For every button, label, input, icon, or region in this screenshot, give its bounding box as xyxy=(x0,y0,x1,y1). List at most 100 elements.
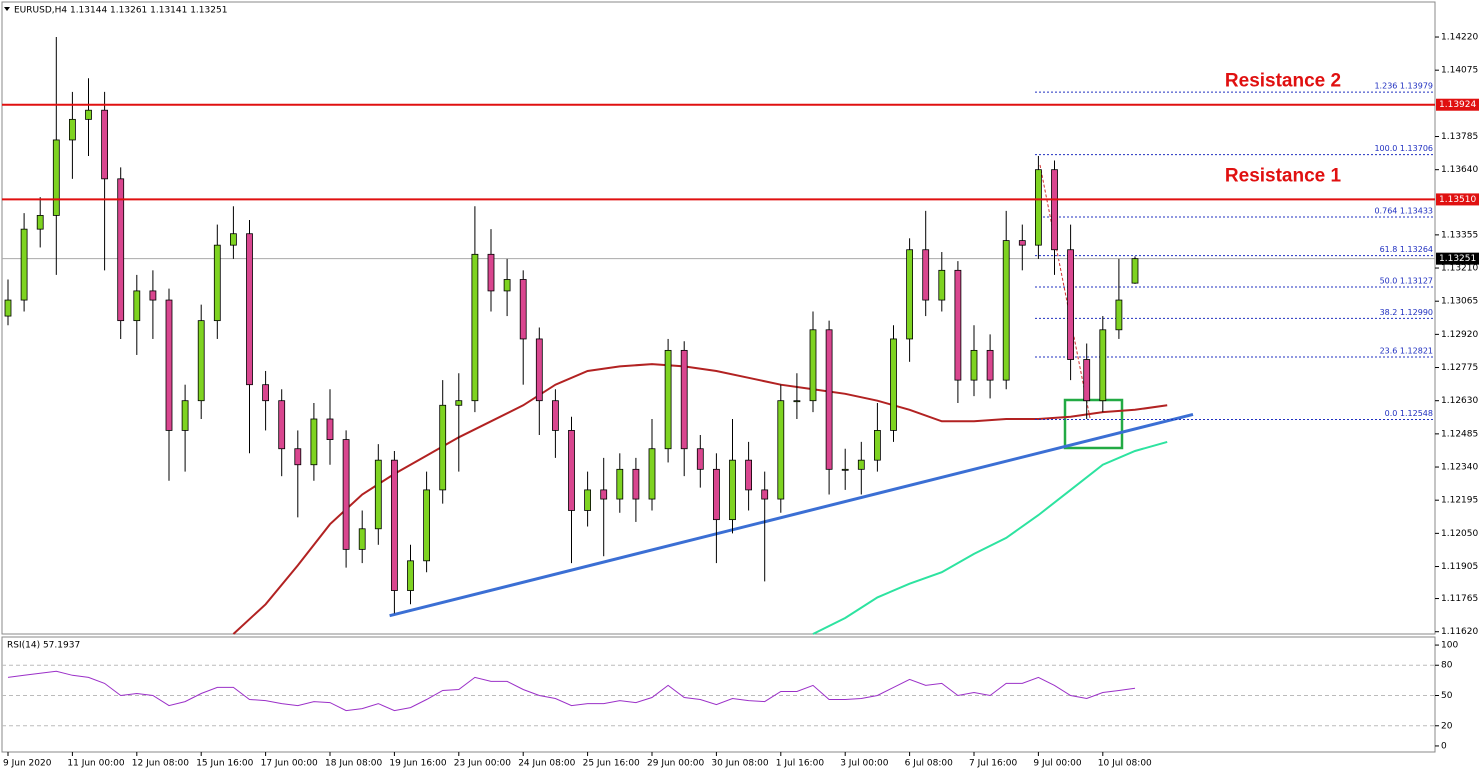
candle-body xyxy=(1099,329,1107,402)
candle-body xyxy=(1083,359,1091,402)
candle-body xyxy=(181,400,189,431)
line-series xyxy=(812,440,1168,635)
chart-title: EURUSD,H4 1.13144 1.13261 1.13141 1.1325… xyxy=(14,6,227,16)
candle-body xyxy=(922,249,930,301)
candle-body xyxy=(262,384,270,402)
candle-body xyxy=(52,139,60,216)
candle-body xyxy=(632,468,640,500)
candle-body xyxy=(294,448,302,466)
level-box xyxy=(1436,98,1479,111)
candle-body xyxy=(229,233,237,246)
y-tick-label: 1.12775 xyxy=(1441,363,1478,373)
x-tick-label: 17 Jun 00:00 xyxy=(261,759,318,769)
y-tick-label: 1.14075 xyxy=(1441,66,1478,76)
candle-body xyxy=(69,118,76,141)
candle-body xyxy=(600,489,608,500)
y-tick-label: 20 xyxy=(1441,721,1453,731)
level-label: 1.13924 xyxy=(1439,100,1476,110)
candle-body xyxy=(938,269,946,301)
candle-body xyxy=(584,489,591,511)
x-tick-label: 30 Jun 08:00 xyxy=(711,759,768,769)
candle-body xyxy=(36,215,44,230)
rsi-line xyxy=(7,670,1136,712)
candle-body xyxy=(857,459,865,470)
y-tick-label: 1.13355 xyxy=(1441,230,1478,240)
x-tick-label: 11 Jun 00:00 xyxy=(67,759,124,769)
candle-body xyxy=(874,430,881,461)
highlight-box xyxy=(1063,398,1124,450)
x-tick-label: 3 Jul 00:00 xyxy=(840,759,889,769)
line-series xyxy=(389,412,1194,618)
candle-body xyxy=(342,439,350,550)
candle-body xyxy=(1002,240,1010,381)
price-box xyxy=(1436,252,1479,265)
fib-label: 38.2 1.12990 xyxy=(1380,308,1433,317)
y-tick-label: 1.11765 xyxy=(1441,594,1478,604)
x-tick-label: 9 Jun 2020 xyxy=(3,759,52,769)
candle-body xyxy=(455,400,463,406)
y-tick-label: 1.13210 xyxy=(1441,264,1478,274)
fib-label: 61.8 1.13264 xyxy=(1380,245,1433,254)
candle-body xyxy=(793,400,801,403)
fib-label: 1.236 1.13979 xyxy=(1374,82,1433,91)
x-tick-label: 24 Jun 08:00 xyxy=(518,759,575,769)
y-tick-label: 100 xyxy=(1441,641,1458,651)
y-tick-label: 1.12920 xyxy=(1441,330,1478,340)
candle-body xyxy=(487,253,495,292)
price-label: 1.13251 xyxy=(1439,254,1476,264)
candle-body xyxy=(970,349,978,381)
fib-trend xyxy=(1039,164,1091,419)
rsi-title: RSI(14) 57.1937 xyxy=(7,641,80,651)
y-tick-label: 1.12195 xyxy=(1441,496,1478,506)
x-tick-label: 9 Jul 00:00 xyxy=(1033,759,1082,769)
line-series xyxy=(232,363,1168,635)
candle-body xyxy=(4,299,12,317)
annotation: Resistance 1 xyxy=(1225,165,1342,186)
candle-body xyxy=(713,468,720,521)
candle-body xyxy=(841,468,849,471)
candle-body xyxy=(423,489,431,562)
x-tick-label: 7 Jul 16:00 xyxy=(969,759,1018,769)
candle-body xyxy=(407,560,414,591)
candle-body xyxy=(906,249,913,340)
y-tick-label: 1.13065 xyxy=(1441,297,1478,307)
menu-arrow[interactable] xyxy=(4,7,10,11)
y-tick-label: 1.12340 xyxy=(1441,463,1478,473)
candle-body xyxy=(101,109,108,180)
x-tick-label: 1 Jul 16:00 xyxy=(776,759,825,769)
candle-body xyxy=(471,253,479,402)
candle-body xyxy=(890,338,897,431)
candle-body xyxy=(954,269,962,381)
fib-label: 0.0 1.12548 xyxy=(1385,409,1433,418)
candle-body xyxy=(213,244,221,322)
candle-body xyxy=(568,430,575,511)
candle-body xyxy=(439,404,447,491)
y-tick-label: 1.11620 xyxy=(1441,627,1478,637)
y-tick-label: 1.13640 xyxy=(1441,165,1478,175)
candle-body xyxy=(1018,240,1026,246)
x-tick-label: 18 Jun 08:00 xyxy=(325,759,382,769)
candle-body xyxy=(648,448,656,500)
candle-body xyxy=(1115,299,1123,331)
fib-label: 100.0 1.13706 xyxy=(1374,144,1433,153)
level-label: 1.13510 xyxy=(1439,195,1476,205)
y-tick-label: 1.13785 xyxy=(1441,132,1478,142)
candle-body xyxy=(278,400,286,450)
candle-body xyxy=(664,349,672,450)
y-tick-label: 1.12630 xyxy=(1441,396,1478,406)
candle-body xyxy=(535,338,543,402)
candle-body xyxy=(1051,169,1058,251)
rsi-frame xyxy=(1,636,1436,753)
candle-body xyxy=(374,459,382,530)
candle-body xyxy=(310,418,318,466)
y-tick-label: 1.12485 xyxy=(1441,429,1478,439)
main-frame xyxy=(1,1,1436,635)
candle-body xyxy=(809,329,817,402)
y-tick-label: 1.12050 xyxy=(1441,529,1478,539)
y-tick-label: 80 xyxy=(1441,661,1453,671)
candle-body xyxy=(745,459,752,491)
fib-label: 0.764 1.13433 xyxy=(1374,207,1433,216)
candle-body xyxy=(133,290,141,322)
x-tick-label: 25 Jun 16:00 xyxy=(583,759,640,769)
